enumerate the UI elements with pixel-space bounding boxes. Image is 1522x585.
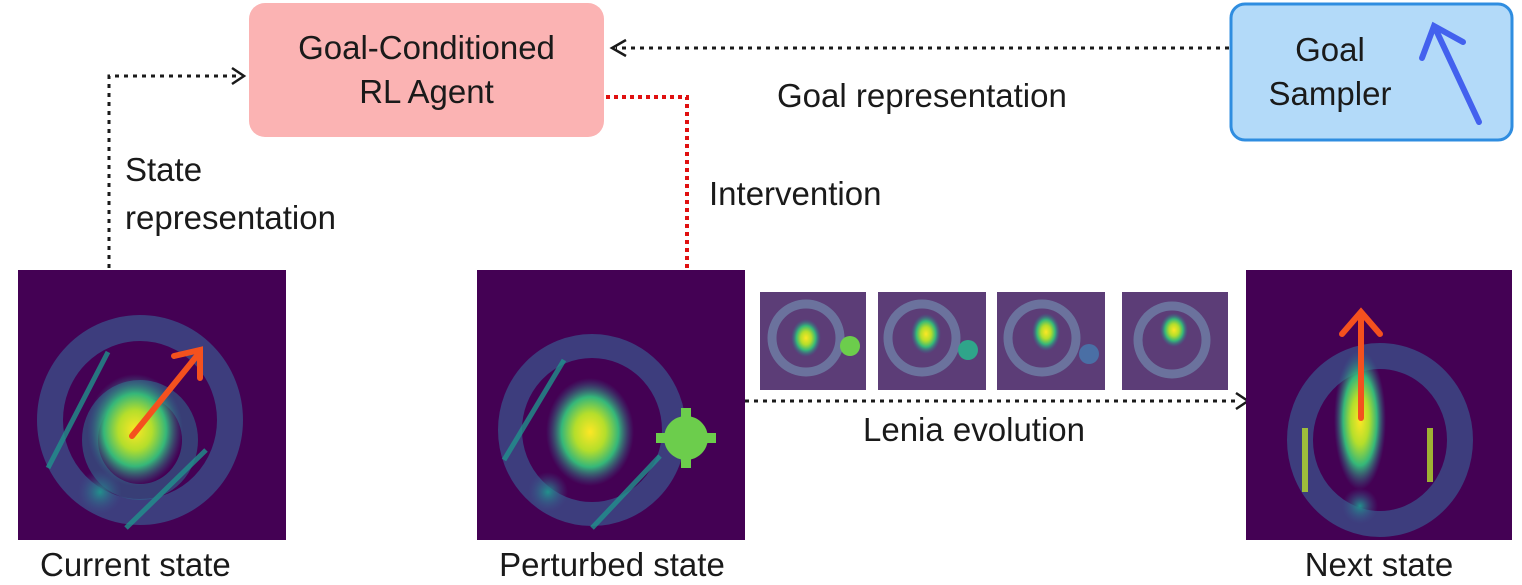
evolution-frame-3	[997, 292, 1105, 390]
next-direction-arrow-icon	[1339, 307, 1383, 421]
perturbation-icon	[656, 408, 716, 468]
agent-line-2: RL Agent	[359, 73, 494, 110]
direction-arrow-icon	[129, 346, 203, 439]
goal-representation-label: Goal representation	[777, 77, 1067, 114]
agent-node-label: Goal-Conditioned RL Agent	[249, 14, 604, 126]
current-state-caption: Current state	[40, 546, 231, 583]
sampler-node-label: Goal Sampler	[1250, 16, 1410, 128]
state-representation-label-1: State	[125, 151, 203, 188]
lenia-evolution-label: Lenia evolution	[863, 411, 1086, 448]
evolution-frame-1	[760, 292, 866, 390]
sampler-line-1: Goal	[1295, 31, 1365, 68]
intervention-label: Intervention	[709, 175, 882, 212]
perturbed-state-caption: Perturbed state	[499, 546, 725, 583]
evolution-frame-2	[878, 292, 986, 390]
goal-representation-edge	[609, 38, 1229, 58]
sampler-line-2: Sampler	[1268, 75, 1392, 112]
current-state-image	[18, 270, 286, 540]
perturbed-state-image	[477, 270, 745, 540]
state-representation-label-2: representation	[125, 199, 336, 236]
goal-arrow-icon	[1419, 21, 1482, 125]
lenia-evolution-edge	[745, 391, 1251, 411]
agent-line-1: Goal-Conditioned	[298, 29, 555, 66]
next-state-caption: Next state	[1304, 546, 1454, 583]
next-state-image	[1246, 270, 1512, 540]
agent-box	[249, 3, 604, 137]
state-representation-edge	[107, 66, 247, 268]
evolution-frame-4	[1122, 292, 1228, 390]
